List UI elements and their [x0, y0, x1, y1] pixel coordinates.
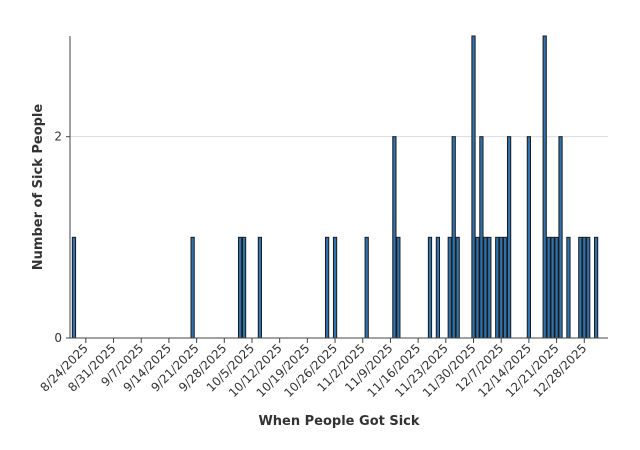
bar	[364, 236, 369, 339]
bar	[526, 136, 532, 339]
bar	[451, 136, 456, 339]
y-axis-title: Number of Sick People	[31, 104, 46, 271]
bar	[396, 236, 401, 339]
bar	[578, 236, 583, 339]
bar	[471, 35, 476, 339]
x-axis-title: When People Got Sick	[258, 414, 419, 429]
y-tick-label: 0	[54, 331, 62, 345]
bar	[392, 136, 397, 339]
bars-layer	[71, 35, 599, 339]
bar	[582, 236, 587, 339]
bar	[594, 236, 599, 339]
y-tick-label: 2	[54, 130, 62, 144]
bar	[325, 236, 330, 339]
bar	[475, 236, 480, 339]
bar	[487, 236, 492, 339]
bar	[503, 236, 508, 339]
bar	[542, 35, 547, 339]
bar	[586, 236, 591, 339]
bar	[566, 236, 571, 339]
bar	[499, 236, 504, 339]
bar	[483, 236, 488, 339]
bar	[554, 236, 559, 339]
bar	[257, 236, 263, 339]
bar	[71, 236, 77, 339]
y-ticks-layer: 02	[54, 130, 70, 345]
bar	[495, 236, 500, 339]
bar	[447, 236, 452, 339]
bar	[332, 236, 338, 339]
bar	[427, 236, 433, 339]
bar	[237, 236, 243, 339]
bar	[479, 136, 484, 339]
bar	[558, 136, 563, 339]
bar	[546, 236, 551, 339]
bar	[241, 236, 247, 339]
bar	[506, 136, 512, 339]
x-ticks-layer: 8/24/20258/31/20259/7/20259/14/20259/21/…	[38, 338, 589, 400]
bar	[435, 236, 441, 339]
bar	[190, 236, 195, 339]
bar	[550, 236, 555, 339]
bar	[455, 236, 460, 339]
